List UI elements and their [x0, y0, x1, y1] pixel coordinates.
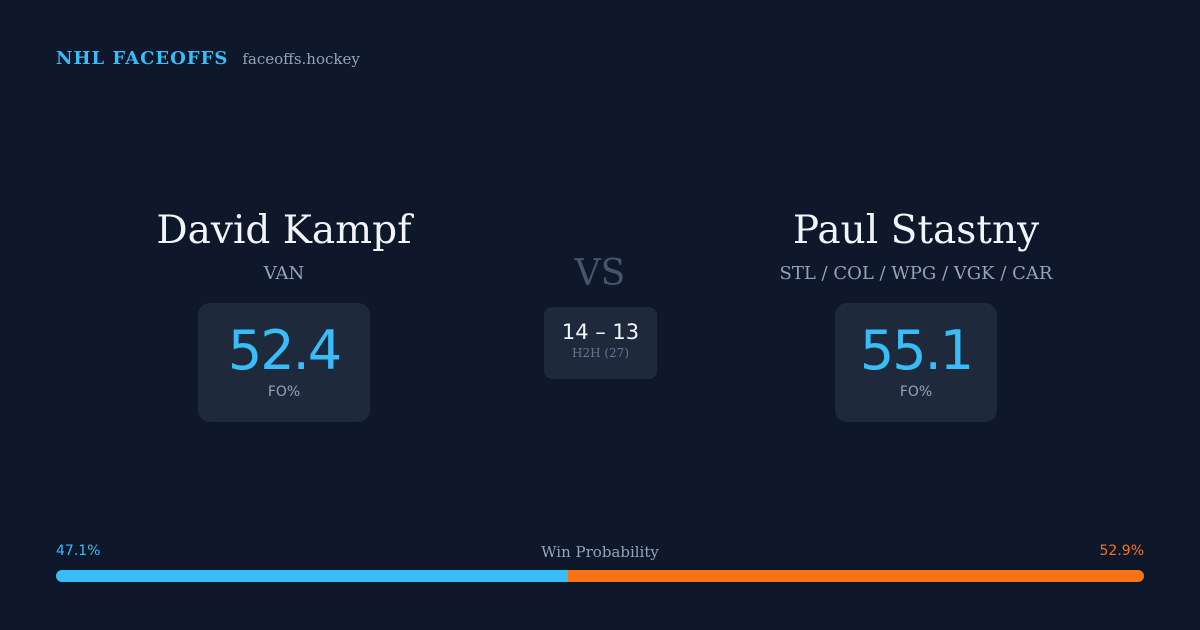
player-right-teams: STL / COL / WPG / VGK / CAR: [779, 263, 1053, 284]
win-probability-fill-left: [56, 570, 569, 582]
player-right-fo-value: 55.1: [859, 319, 974, 382]
player-right-fo-card: 55.1 FO%: [835, 303, 997, 422]
vs-label: VS: [574, 253, 626, 294]
player-left-panel: David Kampf VAN 52.4 FO%: [74, 205, 494, 422]
h2h-score: 14 – 13: [561, 320, 640, 344]
player-left-teams: VAN: [263, 263, 305, 284]
win-probability-labels: 47.1% Win Probability 52.9%: [56, 543, 1144, 563]
player-left-name: David Kampf: [156, 208, 412, 253]
win-probability-right-value: 52.9%: [1099, 543, 1144, 559]
brand-name: NHL FACEOFFS: [56, 48, 229, 69]
win-probability-bar: [56, 570, 1144, 582]
h2h-label: H2H (27): [571, 346, 629, 360]
win-probability-fill-right: [568, 570, 1144, 582]
brand-domain: faceoffs.hockey: [242, 50, 360, 68]
player-left-fo-value: 52.4: [227, 319, 342, 382]
player-right-fo-label: FO%: [899, 384, 933, 400]
win-probability-title: Win Probability: [541, 543, 659, 561]
player-right-panel: Paul Stastny STL / COL / WPG / VGK / CAR…: [706, 205, 1126, 422]
player-left-fo-label: FO%: [267, 384, 301, 400]
player-right-name: Paul Stastny: [792, 208, 1040, 253]
h2h-card: 14 – 13 H2H (27): [544, 307, 657, 379]
player-left-fo-card: 52.4 FO%: [198, 303, 370, 422]
brand-header: NHL FACEOFFS faceoffs.hockey: [56, 48, 360, 69]
win-probability-left-value: 47.1%: [56, 543, 101, 559]
